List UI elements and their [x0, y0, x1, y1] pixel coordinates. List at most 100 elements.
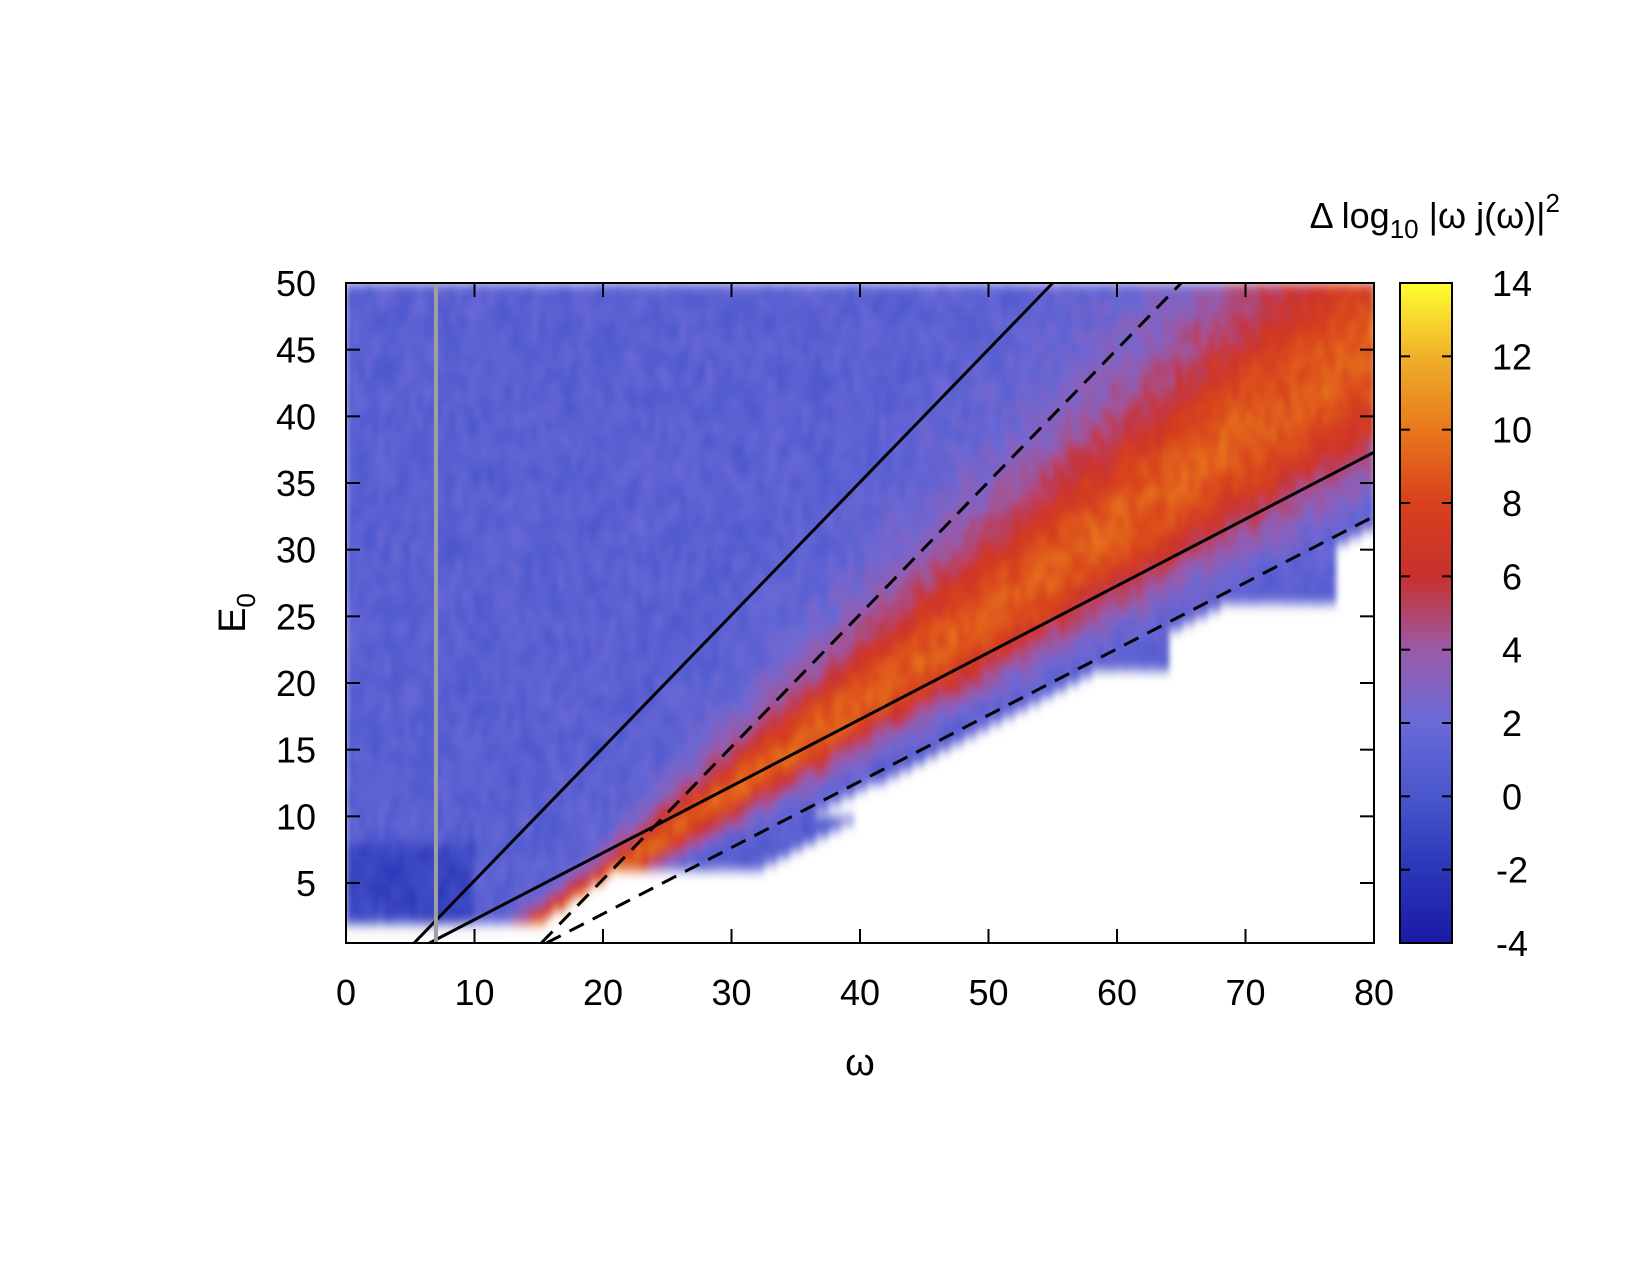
heatmap-cell	[429, 816, 437, 824]
heatmap-cell	[532, 543, 540, 551]
heatmap-cell	[384, 909, 392, 918]
heatmap-cell	[647, 816, 656, 824]
heatmap-cell	[384, 503, 392, 511]
heatmap-cell	[622, 829, 630, 838]
heatmap-cell	[635, 429, 643, 438]
heatmap-cell	[558, 316, 566, 324]
heatmap-cell	[532, 616, 540, 624]
heatmap-cell	[519, 703, 527, 711]
heatmap-cell	[403, 823, 412, 831]
heatmap-cell	[435, 403, 444, 411]
heatmap-cell	[493, 523, 501, 531]
heatmap-cell	[384, 869, 392, 878]
heatmap-cell	[500, 389, 508, 398]
heatmap-cell	[384, 436, 392, 444]
heatmap-cell	[397, 669, 405, 678]
heatmap-cell	[622, 803, 630, 811]
heatmap-cell	[545, 483, 553, 491]
heatmap-cell	[513, 743, 521, 751]
heatmap-cell	[352, 603, 360, 611]
heatmap-cell	[390, 643, 399, 651]
heatmap-cell	[564, 836, 572, 844]
heatmap-cell	[525, 569, 534, 578]
heatmap-cell	[493, 909, 501, 918]
heatmap-cell	[570, 716, 579, 724]
heatmap-cell	[686, 783, 694, 791]
heatmap-cell	[371, 469, 379, 478]
heatmap-cell	[570, 636, 579, 644]
heatmap-cell	[513, 316, 521, 324]
heatmap-cell	[647, 569, 656, 578]
heatmap-cell	[596, 549, 604, 558]
heatmap-cell	[371, 843, 379, 851]
heatmap-cell	[442, 769, 450, 778]
heatmap-cell	[371, 323, 379, 331]
heatmap-cell	[378, 676, 386, 684]
heatmap-cell	[480, 743, 489, 751]
heatmap-cell	[365, 763, 373, 771]
heatmap-cell	[410, 756, 418, 764]
heatmap-cell	[500, 469, 508, 478]
heatmap-cell	[474, 396, 482, 404]
heatmap-cell	[660, 389, 669, 398]
heatmap-cell	[558, 669, 566, 678]
heatmap-cell	[545, 689, 553, 698]
heatmap-cell	[448, 376, 457, 384]
heatmap-cell	[615, 823, 624, 831]
heatmap-cell	[596, 869, 604, 878]
heatmap-cell	[660, 676, 669, 684]
heatmap-cell	[493, 403, 501, 411]
heatmap-cell	[628, 636, 636, 644]
heatmap-cell	[570, 396, 579, 404]
heatmap-cell	[628, 723, 636, 731]
heatmap-cell	[577, 743, 585, 751]
heatmap-cell	[673, 776, 681, 784]
heatmap-cell	[667, 503, 675, 511]
heatmap-cell	[641, 563, 649, 571]
heatmap-cell	[352, 756, 360, 764]
heatmap-cell	[654, 449, 662, 458]
heatmap-cell	[390, 916, 399, 924]
heatmap-cell	[442, 489, 450, 498]
heatmap-cell	[570, 443, 579, 451]
heatmap-cell	[558, 403, 566, 411]
heatmap-cell	[609, 363, 617, 371]
heatmap-cell	[532, 516, 540, 524]
heatmap-cell	[673, 863, 681, 871]
heatmap-cell	[673, 689, 681, 698]
heatmap-cell	[686, 636, 694, 644]
heatmap-cell	[461, 696, 469, 704]
heatmap-cell	[378, 823, 386, 831]
heatmap-cell	[371, 523, 379, 531]
heatmap-cell	[538, 469, 546, 478]
heatmap-cell	[461, 909, 469, 918]
heatmap-cell	[429, 649, 437, 658]
heatmap-cell	[474, 916, 482, 924]
heatmap-cell	[583, 536, 591, 544]
heatmap-cell	[384, 563, 392, 571]
heatmap-cell	[384, 429, 392, 438]
heatmap-cell	[628, 369, 636, 378]
heatmap-cell	[660, 836, 669, 844]
heatmap-cell	[455, 389, 463, 398]
heatmap-cell	[583, 489, 591, 498]
heatmap-cell	[346, 696, 354, 704]
heatmap-cell	[371, 463, 379, 471]
heatmap-cell	[493, 689, 501, 698]
heatmap-cell	[487, 469, 495, 478]
heatmap-cell	[435, 803, 444, 811]
heatmap-cell	[525, 476, 534, 484]
heatmap-cell	[635, 816, 643, 824]
heatmap-cell	[622, 356, 630, 364]
heatmap-cell	[603, 596, 611, 604]
heatmap-cell	[667, 443, 675, 451]
heatmap-cell	[442, 656, 450, 664]
heatmap-cell	[493, 796, 501, 804]
heatmap-cell	[680, 516, 688, 524]
heatmap-cell	[583, 663, 591, 671]
heatmap-cell	[641, 596, 649, 604]
heatmap-cell	[487, 296, 495, 304]
heatmap-cell	[487, 723, 495, 731]
heatmap-cell	[480, 556, 489, 564]
heatmap-cell	[493, 303, 501, 311]
